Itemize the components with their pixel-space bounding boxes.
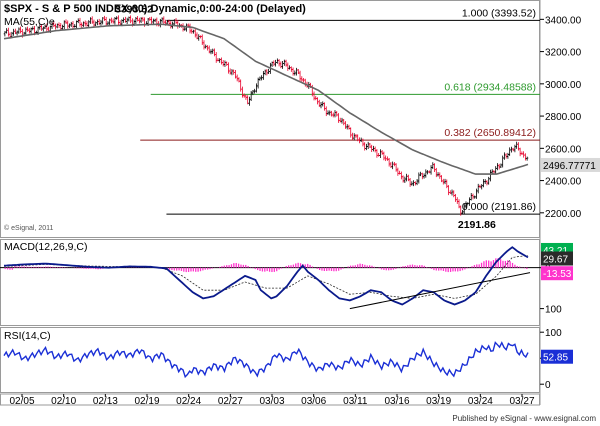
footer-publisher: Published by eSignal - www.esignal.com (452, 414, 596, 423)
x-tick-label: 02/10 (51, 396, 76, 407)
extreme-price-annotation: 2191.86 (458, 219, 496, 231)
macd-value-label: 43.21 (543, 246, 568, 257)
price-tick-label: 3400.00 (545, 15, 582, 26)
x-tick-label: 02/24 (176, 396, 201, 407)
ma-line (3, 23, 529, 175)
price-tick-label: 2600.00 (545, 144, 582, 155)
price-tick-label: 3200.00 (545, 48, 582, 59)
macd-line (3, 246, 529, 306)
price-tick-label: 3000.00 (545, 80, 582, 91)
x-tick-label: 02/13 (93, 396, 118, 407)
macd-trendline (349, 272, 531, 310)
copyright-text: © eSignal, 2011 (4, 224, 54, 232)
x-tick-label: 02/19 (134, 396, 159, 407)
price-tick-label: 2200.00 (545, 209, 582, 220)
rsi-value-label: 52.85 (543, 353, 568, 364)
x-tick-label: 03/03 (259, 396, 284, 407)
x-tick-label: 03/06 (301, 396, 326, 407)
x-tick-label: 03/27 (509, 396, 534, 407)
macd-title: MACD(12,26,9,C) (4, 241, 87, 253)
macd-tick-label: 100 (545, 305, 562, 316)
x-axis: 02/05 02/10 02/13 02/19 02/24 02/27 03/03 03/06… (0, 393, 540, 407)
last-price-label: 2496.77771 (543, 161, 596, 172)
rsi-value-tag (541, 349, 573, 364)
x-tick-label: 03/19 (426, 396, 451, 407)
macd-signal-line (3, 255, 529, 299)
x-tick-label: 02/05 (9, 396, 34, 407)
fib-level-label: 0.000 (2191.86) (462, 201, 536, 213)
macd-value-tag (541, 251, 573, 266)
fib-level-label: 1.000 (3393.52) (462, 7, 536, 19)
rsi-pane: RSI(14,C) 100 0 52.85 (3, 328, 573, 391)
x-tick-label: 03/24 (468, 396, 493, 407)
macd-value-tag (541, 266, 573, 281)
rsi-line (3, 341, 529, 379)
price-tick-label: 2400.00 (545, 177, 582, 188)
fib-level-label: 0.382 (2650.89412) (444, 127, 536, 139)
rsi-tick-label: 100 (545, 328, 562, 339)
x-axis-frame (0, 393, 540, 406)
extreme-price-annotation: 3393.52 (115, 3, 153, 15)
x-tick-label: 03/11 (343, 396, 368, 407)
price-tick-label: 2800.00 (545, 112, 582, 123)
rsi-title: RSI(14,C) (4, 330, 51, 342)
macd-value-label: -13.53 (543, 269, 572, 280)
x-tick-label: 03/16 (384, 396, 409, 407)
last-price-tag (541, 157, 600, 172)
price-pane: 3400.00 3200.00 3000.00 2800.00 2600.00 2400.… (3, 3, 600, 231)
chart-title: $SPX - S & P 500 INDEX,60) Dynamic,0:00-… (4, 3, 306, 15)
ma-legend: MA(55,C)e (4, 16, 55, 28)
macd-value-label: 29.67 (543, 255, 568, 266)
x-tick-label: 02/27 (218, 396, 243, 407)
rsi-tick-label: 0 (545, 380, 551, 391)
fib-level-label: 0.618 (2934.48588) (444, 81, 536, 93)
